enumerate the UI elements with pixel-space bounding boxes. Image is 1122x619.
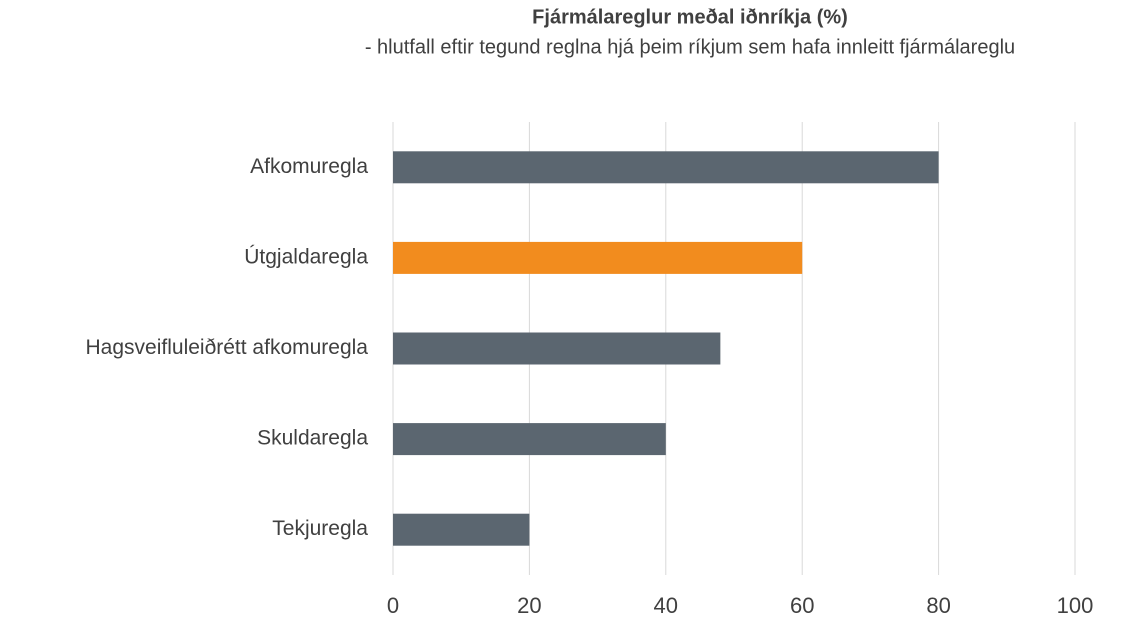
bar — [393, 423, 666, 456]
bar — [393, 513, 530, 546]
x-tick-label: 40 — [654, 593, 678, 618]
x-tick-label: 0 — [387, 593, 399, 618]
y-tick-label: Afkomuregla — [250, 155, 368, 178]
bar — [393, 241, 803, 274]
x-tick-label: 100 — [1057, 593, 1094, 618]
chart-subtitle: - hlutfall eftir tegund reglna hjá þeim … — [365, 36, 1015, 58]
y-tick-label: Skuldaregla — [257, 427, 368, 450]
x-tick-label: 20 — [517, 593, 541, 618]
x-tick-label: 60 — [790, 593, 814, 618]
y-tick-label: Hagsveifluleiðrétt afkomuregla — [86, 336, 369, 359]
y-tick-label: Tekjuregla — [272, 517, 368, 540]
bar — [393, 151, 939, 184]
bar — [393, 332, 721, 365]
x-tick-label: 80 — [926, 593, 950, 618]
chart-title: Fjármálareglur meðal iðnríkja (%) — [532, 6, 848, 28]
y-tick-label: Útgjaldaregla — [244, 245, 368, 268]
